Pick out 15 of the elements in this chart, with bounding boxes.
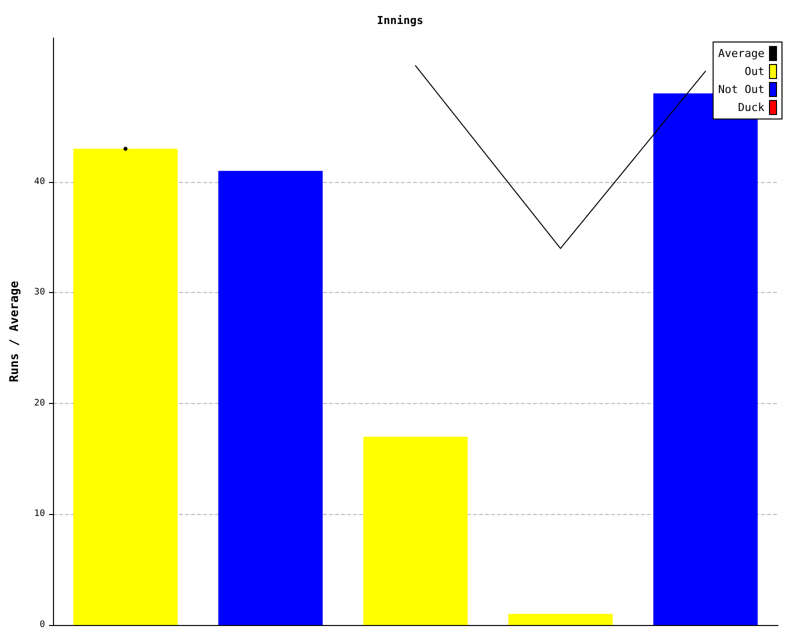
- bar: [218, 170, 323, 625]
- y-tick-label: 20: [34, 398, 45, 408]
- legend-label: Out: [744, 65, 764, 78]
- legend-label: Average: [718, 47, 764, 60]
- bar: [363, 436, 468, 625]
- legend-label: Not Out: [718, 83, 764, 96]
- chart-title: Innings: [376, 14, 424, 27]
- legend-label: Duck: [738, 101, 765, 114]
- y-axis-title: Runs / Average: [7, 280, 21, 382]
- bar: [508, 614, 613, 625]
- y-tick-label: 40: [34, 176, 45, 187]
- y-tick-label: 0: [40, 620, 45, 630]
- y-tick-label: 10: [34, 509, 45, 520]
- bar: [73, 148, 178, 625]
- y-tick-label: 30: [34, 288, 45, 298]
